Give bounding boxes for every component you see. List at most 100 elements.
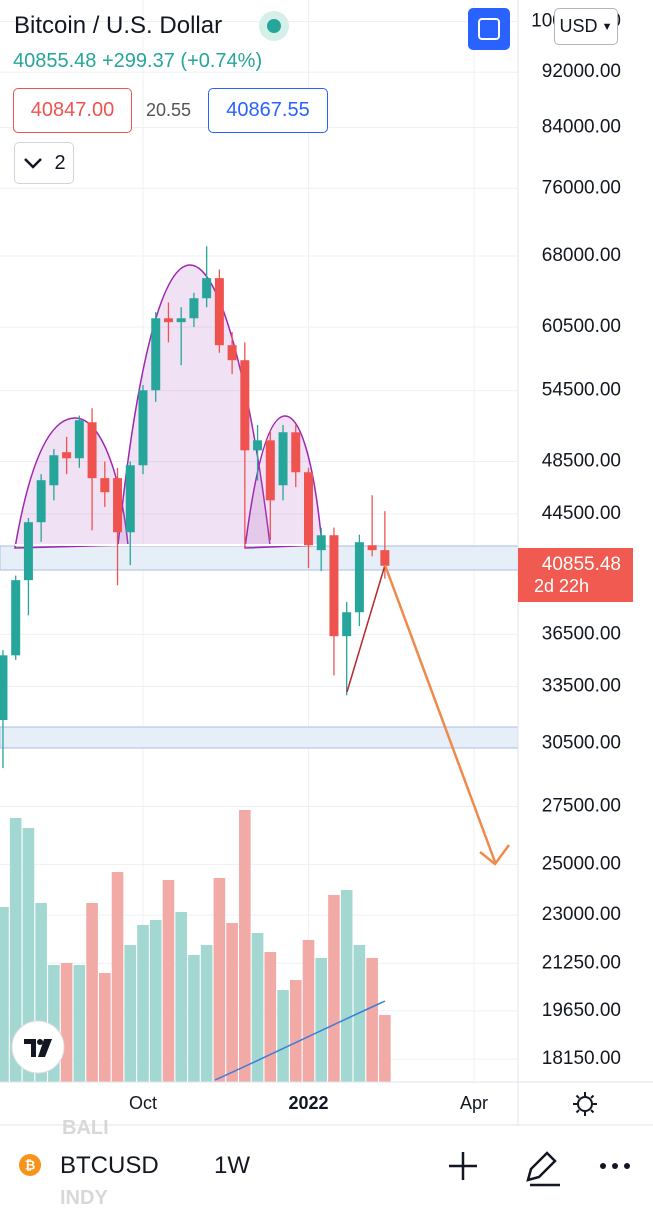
price-label-box (518, 548, 633, 602)
candle-body (163, 318, 173, 323)
logo-mark (24, 1039, 52, 1057)
arrow (383, 564, 497, 863)
y-tick-label: 36500.00 (542, 623, 621, 644)
last: 40855.48 (13, 50, 97, 72)
indicators-toggle[interactable]: 2 (14, 142, 74, 184)
y-tick-label: 54500.00 (542, 380, 621, 401)
candle-body (23, 522, 33, 581)
candle-body (265, 440, 275, 501)
y-tick-label: 30500.00 (542, 733, 621, 754)
candle-body (291, 432, 301, 473)
y-tick-label: 23000.00 (542, 904, 621, 925)
volume-bar (60, 963, 73, 1082)
zone (0, 545, 519, 571)
candle-body (214, 278, 224, 346)
volume-bar (366, 958, 378, 1082)
buy-button[interactable]: 40867.55 (208, 88, 328, 133)
y-tick-label: 44500.00 (542, 503, 621, 524)
volume-bar (99, 973, 111, 1082)
candle-body (11, 580, 21, 656)
volume-bar (188, 955, 200, 1082)
currency: USD (559, 16, 598, 36)
volume-bar (111, 872, 124, 1082)
y-tick-label: 60500.00 (542, 316, 621, 337)
candle-body (316, 535, 326, 551)
candle-body (151, 318, 161, 391)
volume-bar (226, 923, 238, 1082)
y-tick-label: 21250.00 (542, 952, 621, 973)
x-tick-label: Apr (460, 1093, 488, 1113)
dot (600, 1163, 606, 1169)
volume-ma (214, 1000, 386, 1081)
y-tick-label: 92000.00 (542, 61, 621, 82)
drawing-line (346, 564, 386, 693)
fullscreen-button[interactable] (468, 8, 510, 50)
more-icon[interactable] (600, 1163, 630, 1169)
volume-bar (277, 990, 289, 1082)
currency-button[interactable]: USD ▼ (554, 8, 618, 45)
draw-icon[interactable] (526, 1151, 560, 1187)
volume-bar (73, 965, 86, 1082)
candle-body (367, 545, 377, 551)
indicators-count: 2 (54, 151, 66, 174)
candle-body (303, 472, 313, 546)
y-axis: 100000.0092000.0084000.0076000.0068000.0… (531, 11, 621, 1070)
market-status (259, 11, 289, 41)
volume-bar (379, 1015, 391, 1082)
y-tick-label: 68000.00 (542, 245, 621, 266)
logo (11, 1020, 65, 1074)
sell-button[interactable]: 40847.00 (13, 88, 132, 133)
add-icon[interactable] (449, 1152, 477, 1180)
volume-bar (175, 912, 187, 1082)
symbol[interactable]: BTCUSD (60, 1152, 159, 1179)
logo-dot (37, 1039, 43, 1045)
candle-body (342, 612, 352, 637)
volume-bar (149, 920, 162, 1082)
volume-bar (48, 965, 60, 1082)
ghost-text: BALI (62, 1117, 109, 1139)
volume-bar (162, 880, 175, 1082)
candle-body (227, 345, 237, 361)
volume-bar (86, 903, 98, 1082)
candle-body (253, 440, 263, 451)
volume-bar (137, 925, 149, 1082)
volume-bar (340, 890, 353, 1082)
quote: 40855.48 +299.37 (+0.74%) (13, 50, 262, 73)
interval[interactable]: 1W (214, 1152, 250, 1179)
y-tick-label: 27500.00 (542, 795, 621, 816)
candles (0, 246, 390, 769)
x-tick-label: Oct (129, 1093, 157, 1113)
y-tick-label: 25000.00 (542, 853, 621, 874)
coin-glyph: ₿ (25, 1157, 36, 1172)
candle-body (87, 422, 97, 479)
candle-body (74, 420, 84, 459)
volume-bar (251, 933, 264, 1082)
volume-bar (289, 980, 302, 1082)
symbol-title: Bitcoin / U.S. Dollar (14, 12, 223, 39)
candle-body (100, 478, 110, 493)
dot (624, 1163, 630, 1169)
candle-body (0, 655, 8, 721)
y-tick-label: 33500.00 (542, 675, 621, 696)
candle-body (240, 360, 250, 451)
change-pct: (+0.74%) (180, 50, 263, 72)
volume-bar (315, 958, 328, 1082)
y-tick-label: 48500.00 (542, 451, 621, 472)
x-axis: Oct 2022 Apr (129, 1093, 488, 1113)
candle-body (138, 390, 148, 466)
candle-body (189, 298, 199, 319)
candle-body (176, 318, 186, 323)
candle-body (125, 465, 135, 533)
volume-bar (328, 895, 340, 1082)
y-tick-label: 19650.00 (542, 1000, 621, 1021)
candle-body (113, 478, 123, 533)
zone (0, 726, 519, 749)
settings-icon[interactable] (573, 1092, 597, 1116)
y-tick-label: 76000.00 (542, 177, 621, 198)
volume (0, 810, 391, 1082)
candle-body (380, 550, 390, 566)
candle-body (202, 278, 212, 299)
volume-bar (264, 952, 277, 1082)
gear-teeth (573, 1092, 597, 1116)
